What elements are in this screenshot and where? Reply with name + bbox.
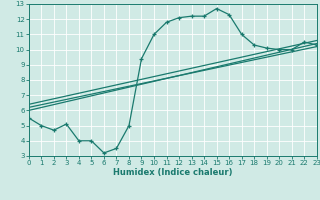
X-axis label: Humidex (Indice chaleur): Humidex (Indice chaleur)	[113, 168, 233, 177]
